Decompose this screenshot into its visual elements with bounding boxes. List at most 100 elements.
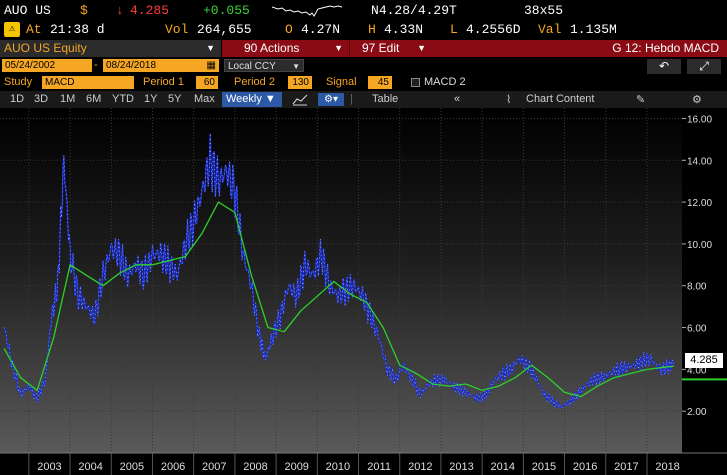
chart-canvas[interactable]: 16.00 14.00 12.00 10.00 8.00 6.00 4.00 2.00 200…: [0, 108, 727, 475]
last-price: 4.285: [130, 3, 170, 18]
x-tick-label: 2017: [614, 461, 638, 473]
edit-label: 97 Edit: [362, 41, 400, 55]
alert-icon[interactable]: ⚠: [4, 22, 20, 37]
period1-input[interactable]: 60: [196, 76, 218, 89]
currency-select[interactable]: Local CCY ▼: [224, 59, 304, 72]
date-range-bar: 05/24/2002 - 08/24/2018 ▦ Local CCY ▼: [0, 57, 727, 74]
down-arrow-icon: ↓: [116, 3, 124, 18]
high-label: H: [368, 22, 376, 37]
table-button[interactable]: Table: [372, 93, 399, 105]
price-chart[interactable]: 16.00 14.00 12.00 10.00 8.00 6.00 4.00 2.00 200…: [0, 108, 727, 475]
last-price-marker: 4.285: [685, 353, 723, 368]
period1-label: Period 1: [143, 76, 184, 88]
t-flag: T: [449, 3, 457, 18]
y-tick-label: 12.00: [687, 198, 712, 209]
open-value: 4.27N: [301, 22, 341, 37]
study-label: Study: [4, 76, 33, 88]
y-tick-label: 16.00: [687, 114, 712, 125]
intraday-sparkline-icon: [272, 5, 343, 17]
macd2-label: MACD 2: [424, 76, 466, 88]
y-tick-label: 10.00: [687, 240, 712, 251]
line-chart-icon[interactable]: [292, 93, 308, 106]
range-1d[interactable]: 1D: [10, 93, 25, 105]
signal-label: Signal: [326, 76, 357, 88]
calendar-icon[interactable]: ▦: [206, 60, 216, 71]
y-tick-label: 2.00: [687, 407, 707, 418]
series-lines: [3, 133, 727, 410]
x-axis-labels: 2003 2004 2005 2006 2007 2008 2009 2010 2011 2012…: [37, 461, 680, 473]
price-series-highlight: [3, 133, 674, 409]
actions-menu-button[interactable]: 90 Actions ▼: [228, 40, 350, 57]
x-tick-label: 2011: [367, 461, 391, 473]
range-3d[interactable]: 3D: [34, 93, 49, 105]
security-name: AUO US Equity: [4, 41, 87, 55]
gear-icon[interactable]: ⚙: [692, 94, 702, 106]
x-tick-label: 2013: [449, 461, 473, 473]
end-date-input[interactable]: 08/24/2018 ▦: [103, 59, 219, 72]
x-tick-label: 2012: [408, 461, 432, 473]
x-tick-label: 2015: [532, 461, 556, 473]
high-value: 4.33N: [384, 22, 424, 37]
edit-pencil-icon[interactable]: ✎: [636, 94, 646, 106]
range-ytd[interactable]: YTD: [112, 93, 134, 105]
value-traded: 1.135M: [570, 22, 617, 37]
function-bar: AUO US Equity ▼ 90 Actions ▼ 97 Edit ▼ G…: [0, 40, 727, 57]
toolbar-divider: |: [350, 93, 353, 105]
macd2-checkbox[interactable]: [411, 78, 420, 87]
chart-toolbar: 1D 3D 1M 6M YTD 1Y 5Y Max Weekly ▼ ⚙▾ | …: [0, 91, 727, 108]
signal-input[interactable]: 45: [368, 76, 392, 89]
price-change: +0.055: [203, 3, 250, 18]
x-tick-label: 2006: [161, 461, 185, 473]
plot-background: [0, 108, 682, 453]
y-tick-label: 8.00: [687, 282, 707, 293]
range-1m[interactable]: 1M: [60, 93, 76, 105]
x-tick-label: 2014: [491, 461, 515, 473]
back-arrow-icon[interactable]: ↶: [647, 59, 681, 74]
x-tick-label: 2009: [284, 461, 308, 473]
trade-time: 21:38 d: [50, 22, 105, 37]
nav-buttons: ↶ ⤢: [647, 59, 727, 76]
frequency-select[interactable]: Weekly ▼: [222, 92, 282, 107]
chevron-down-icon: ▼: [417, 43, 426, 53]
actions-label: 90 Actions: [244, 41, 300, 55]
chevron-down-icon: ▼: [334, 43, 343, 53]
chevron-down-icon[interactable]: ▼: [206, 43, 215, 53]
x-tick-label: 2007: [202, 461, 226, 473]
at-label: At: [26, 22, 42, 37]
range-1y[interactable]: 1Y: [144, 93, 158, 105]
period2-input[interactable]: 130: [288, 76, 312, 89]
x-tick-label: 2004: [78, 461, 102, 473]
x-tick-label: 2010: [326, 461, 350, 473]
low-value: 4.2556D: [466, 22, 521, 37]
range-6m[interactable]: 6M: [86, 93, 102, 105]
x-tick-label: 2008: [243, 461, 267, 473]
volume-value: 264,655: [197, 22, 252, 37]
low-label: L: [450, 22, 458, 37]
stats-bar: ⚠ At 21:38 d Vol 264,655 O 4.27N H 4.33N…: [0, 20, 727, 40]
edit-menu-button[interactable]: 97 Edit ▼: [358, 40, 432, 57]
chart-content-button[interactable]: Chart Content: [526, 93, 595, 105]
ticker-symbol[interactable]: AUO US: [4, 3, 51, 18]
start-date-input[interactable]: 05/24/2002: [2, 59, 92, 72]
study-value: MACD: [45, 77, 75, 88]
bid-ask: N4.28/4.29T: [371, 3, 457, 18]
period2-label: Period 2: [234, 76, 275, 88]
dollar-icon: $: [80, 3, 88, 18]
study-select[interactable]: MACD: [42, 76, 134, 89]
chart-content-icon: ⌇: [506, 94, 512, 106]
quote-bar: AUO US $ ↓ 4.285 +0.055 N4.28/4.29T 38x5…: [0, 0, 727, 20]
settings-icon[interactable]: ⚙▾: [318, 93, 344, 106]
expand-icon[interactable]: ⤢: [687, 59, 721, 74]
range-max[interactable]: Max: [194, 93, 215, 105]
currency-value: Local CCY: [228, 61, 276, 72]
security-field[interactable]: AUO US Equity ▼: [0, 40, 222, 57]
value-label: Val: [538, 22, 562, 37]
y-tick-label: 4.00: [687, 365, 707, 376]
range-5y[interactable]: 5Y: [168, 93, 182, 105]
volume-label: Vol: [165, 22, 189, 37]
bid-ask-value: 4.28/4.29: [378, 3, 450, 18]
double-chevron-left-icon[interactable]: «: [454, 93, 461, 105]
moving-average-line: [3, 201, 674, 398]
x-tick-label: 2005: [120, 461, 144, 473]
y-tick-label: 14.00: [687, 156, 712, 167]
